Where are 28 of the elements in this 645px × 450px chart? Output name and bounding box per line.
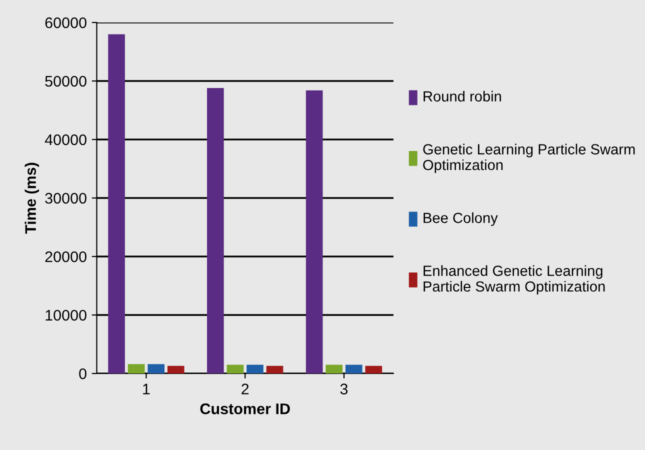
y-tick-label: 0 xyxy=(79,368,86,380)
x-axis-title: Customer ID xyxy=(200,403,290,414)
bar xyxy=(167,366,184,374)
x-tick-label: 2 xyxy=(242,384,249,394)
y-tick-label: 40000 xyxy=(44,134,86,146)
bar xyxy=(226,364,244,374)
bar xyxy=(345,364,362,374)
y-tick-label: 10000 xyxy=(46,310,86,321)
y-tick-label: 30000 xyxy=(45,192,86,204)
legend-label: Enhanced Genetic Learning Particle Swarm Optimization xyxy=(424,265,605,295)
bar xyxy=(148,364,164,374)
y-tick-label: 20000 xyxy=(45,251,86,262)
bar xyxy=(266,366,284,374)
bar xyxy=(207,88,224,374)
y-tick-label: 50000 xyxy=(45,76,86,87)
bar xyxy=(306,90,323,374)
x-tick-label: 1 xyxy=(143,384,150,394)
bar xyxy=(108,34,125,374)
legend-label: Genetic Learning Particle Swarm Optimization xyxy=(423,144,635,174)
bar xyxy=(246,364,264,374)
legend-label: Bee Colony xyxy=(424,212,498,226)
bar xyxy=(326,364,343,374)
y-tick-label: 60000 xyxy=(45,17,86,28)
bar xyxy=(365,366,382,374)
legend-label: Round robin xyxy=(424,90,501,102)
y-axis-title: Time (ms) xyxy=(24,162,39,234)
bar xyxy=(128,364,145,374)
x-tick-label: 3 xyxy=(340,384,348,394)
